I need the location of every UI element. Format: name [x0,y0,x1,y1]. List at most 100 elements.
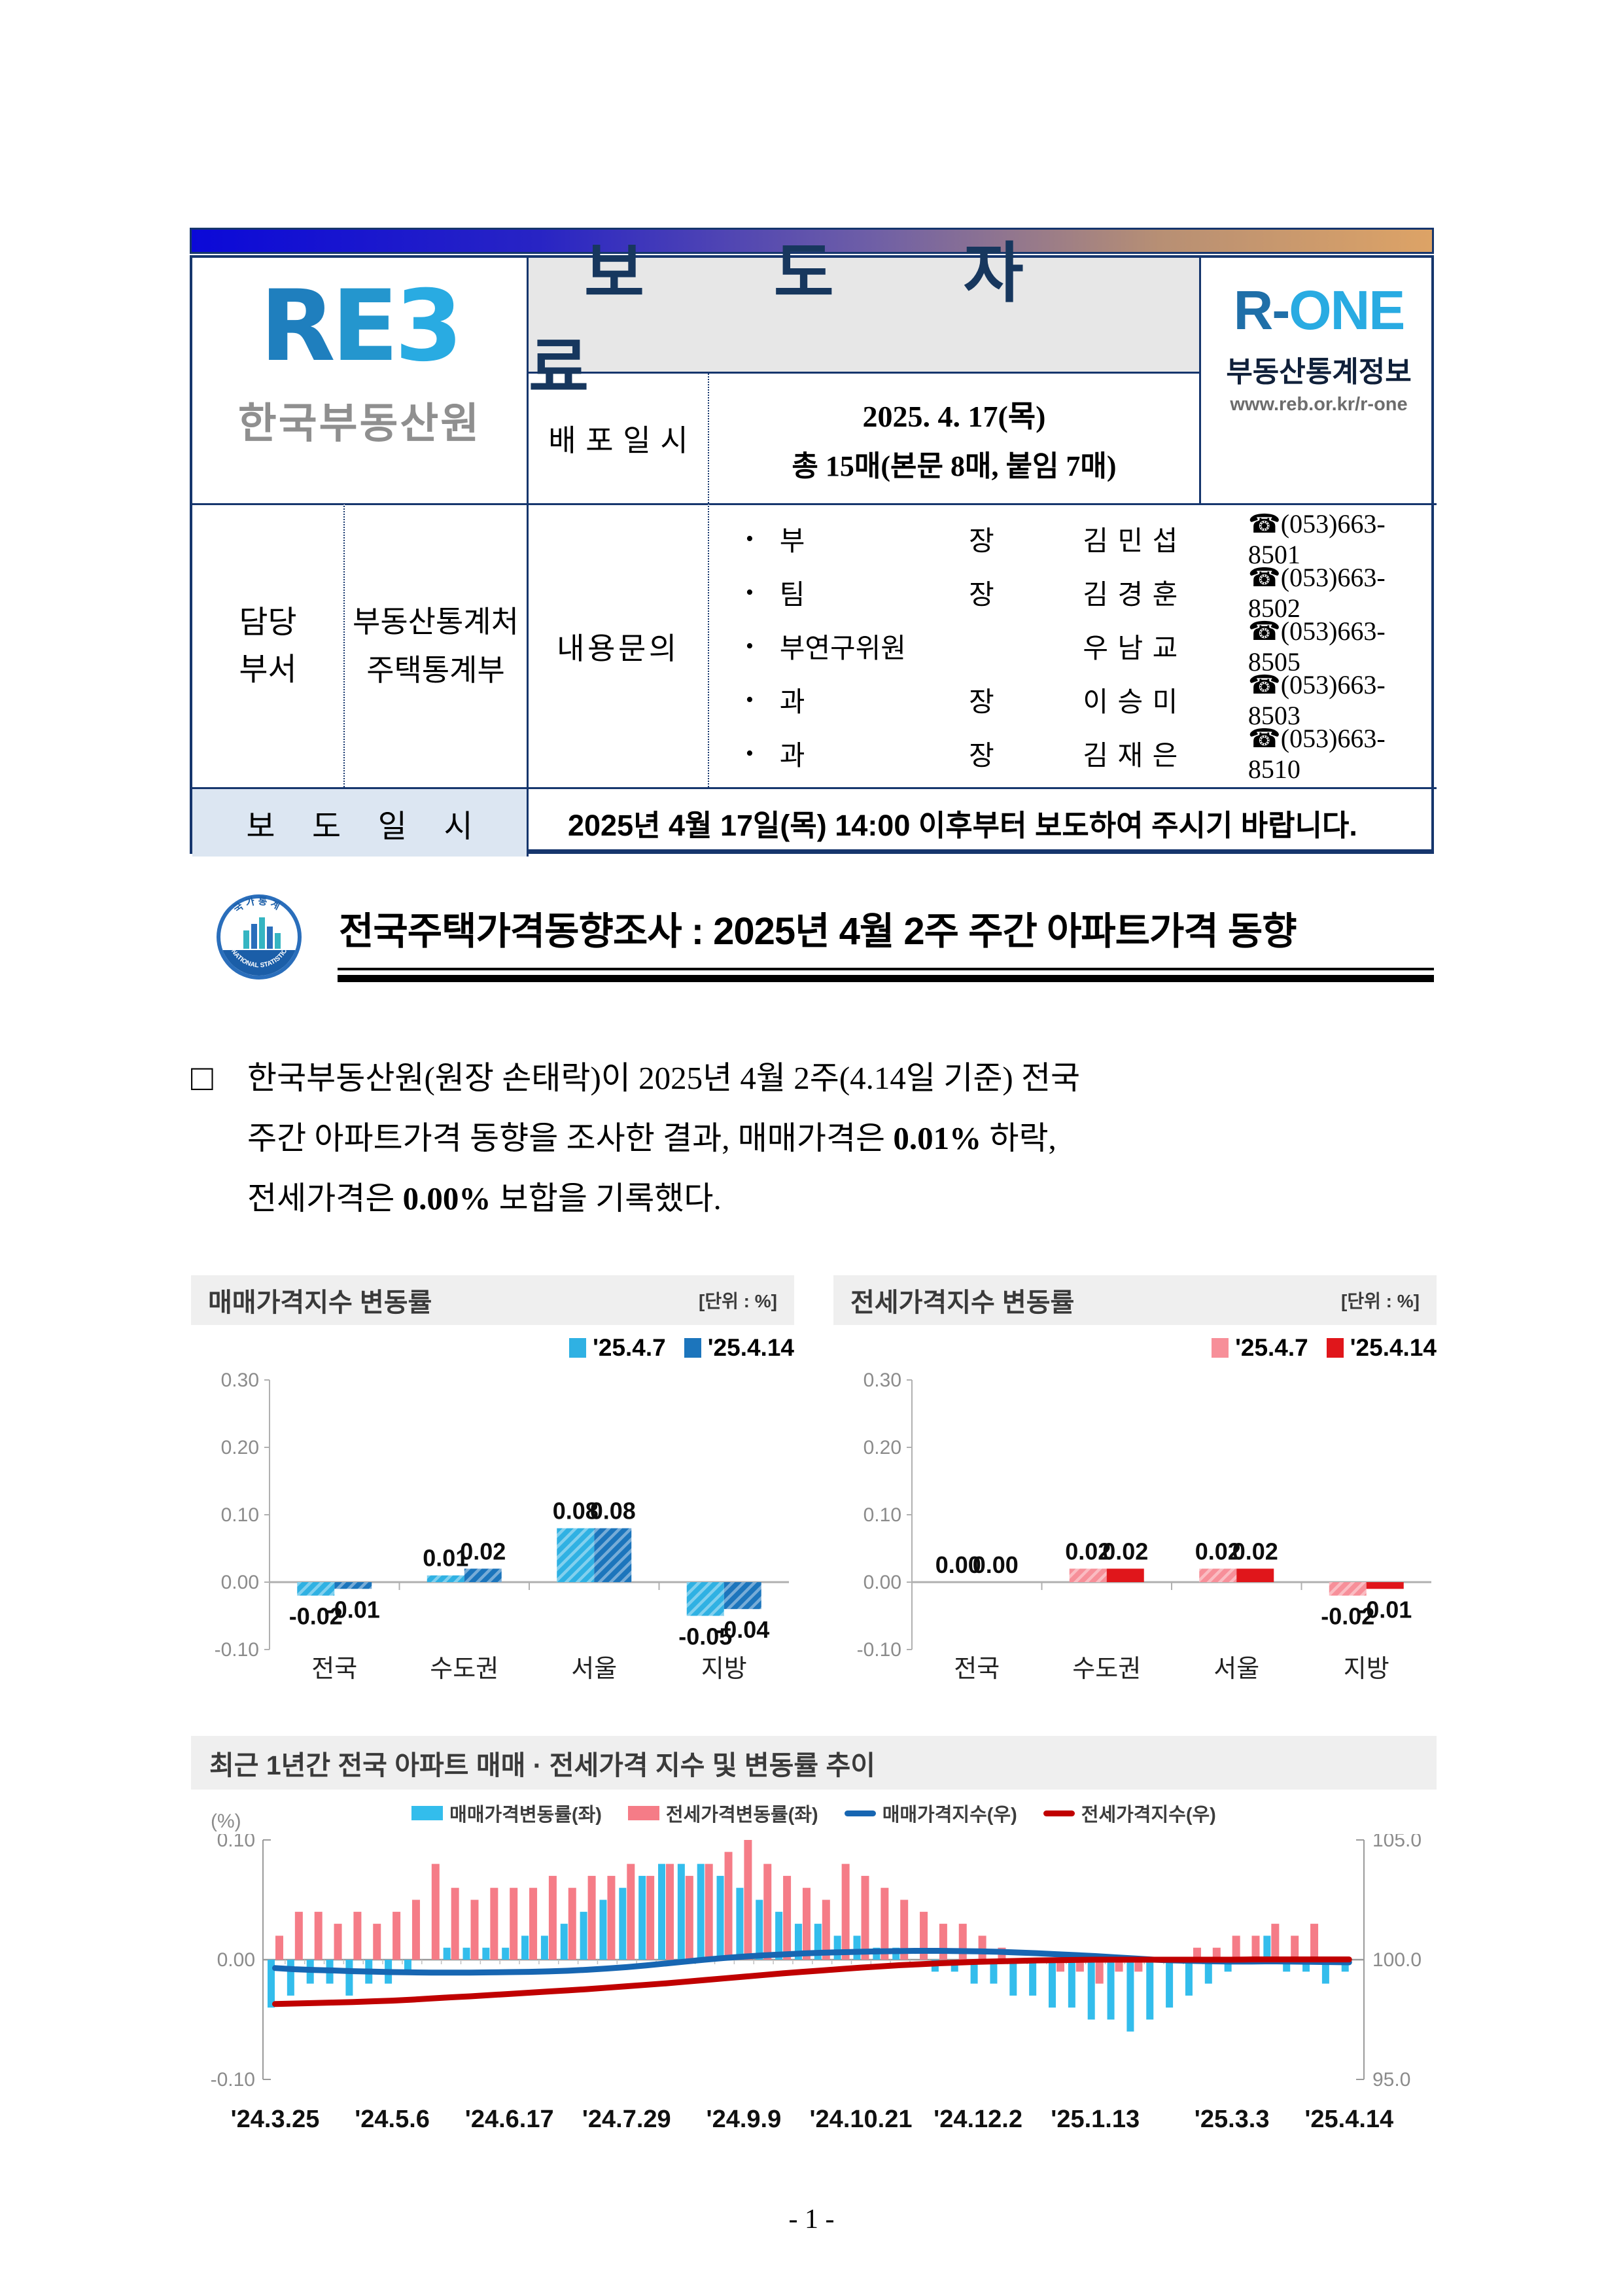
svg-text:지방: 지방 [701,1655,747,1683]
trend-chart-box: 최근 1년간 전국 아파트 매매 · 전세가격 지수 및 변동률 추이 (%) … [191,1736,1437,2138]
svg-text:95.0: 95.0 [1372,2069,1410,2091]
contact-row: • 부연구위원 우 남 교 ☎(053)663-8505 [746,616,1386,677]
legend-item: '25.4.14 [684,1334,794,1362]
press-release-title-cell: 보 도 자 료 [529,237,1199,405]
sale-price-chart-box: 매매가격지수 변동률 [단위 : %] '25.4.7 '25.4.14 0.30… [191,1275,794,1688]
embargo-label-cell: 보 도 일 시 [192,787,529,857]
svg-text:0.30: 0.30 [221,1369,259,1391]
body-paragraph: □ 한국부동산원(원장 손태락)이 2025년 4월 2주(4.14일 기준) … [191,1048,1440,1229]
svg-text:전국: 전국 [954,1655,1000,1683]
sale-chart-title: 매매가격지수 변동률 [208,1288,432,1317]
reb-logo: RE3 [260,270,462,383]
legend-item: 매매가격변동률(좌) [411,1799,602,1827]
svg-text:100.0: 100.0 [1372,1949,1422,1971]
svg-text:0.10: 0.10 [221,1504,259,1526]
release-date-label-cell: 배포일시 [529,374,709,503]
title-rule-thin [338,968,1434,970]
legend-item: 전세가격변동률(좌) [627,1799,818,1827]
svg-text:0.02: 0.02 [1195,1538,1241,1564]
reb-logo-cell: RE3 한국부동산원 [192,258,529,503]
svg-text:-0.10: -0.10 [215,1639,259,1661]
svg-text:0.02: 0.02 [1065,1538,1111,1564]
svg-text:0.01: 0.01 [423,1545,468,1572]
svg-text:'25.4.14: '25.4.14 [1304,2106,1393,2133]
svg-text:-0.04: -0.04 [716,1616,769,1643]
svg-text:'24.6.17: '24.6.17 [465,2106,554,2133]
national-statistics-emblem: 국 가 통 계 NATIONAL STATISTICS [217,894,302,980]
jeonse-chart-header: 전세가격지수 변동률 [단위 : %] [833,1275,1437,1325]
left-axis-unit: (%) [211,1810,241,1832]
svg-text:0.02: 0.02 [460,1538,506,1564]
release-date-cell: 2025. 4. 17(목) 총 15매(본문 8매, 붙임 7매) [709,374,1199,503]
legend-item: 매매가격지수(우) [844,1799,1017,1827]
dept-label-cell: 담당 부서 [192,503,345,787]
svg-text:0.10: 0.10 [217,1834,255,1851]
release-date: 2025. 4. 17(목) [862,400,1046,433]
svg-text:105.0: 105.0 [1372,1834,1422,1851]
legend-item: '25.4.7 [569,1334,666,1362]
r-one-logo: R-ONE [1233,279,1406,341]
reb-org-name: 한국부동산원 [237,400,481,447]
svg-text:0.08: 0.08 [590,1498,636,1525]
svg-text:0.10: 0.10 [864,1504,901,1526]
jeonse-chart-legend: '25.4.7 '25.4.14 [833,1329,1437,1367]
embargo-datetime: 2025년 4월 17일(목) 14:00 이후 [568,809,973,842]
sale-chart-legend: '25.4.7 '25.4.14 [191,1329,794,1367]
svg-text:0.08: 0.08 [553,1498,599,1525]
svg-text:'24.3.25: '24.3.25 [231,2106,320,2133]
jeonse-chart-title: 전세가격지수 변동률 [850,1288,1075,1317]
svg-text:수도권: 수도권 [430,1655,498,1683]
svg-text:0.30: 0.30 [864,1369,901,1391]
svg-text:서울: 서울 [571,1655,617,1683]
svg-text:수도권: 수도권 [1072,1655,1141,1683]
svg-text:-0.02: -0.02 [1321,1603,1374,1630]
trend-chart-title: 최근 1년간 전국 아파트 매매 · 전세가격 지수 및 변동률 추이 [209,1750,875,1780]
emblem-bars [243,917,281,949]
jeonse-chart-unit: [단위 : %] [1341,1291,1420,1311]
svg-text:0.00: 0.00 [221,1572,259,1593]
svg-text:-0.02: -0.02 [289,1603,343,1630]
svg-text:0.00: 0.00 [864,1572,901,1593]
top-gradient-bar [190,228,1434,254]
svg-text:'24.7.29: '24.7.29 [582,2106,671,2133]
trend-chart-canvas: 0.10 0.00 -0.10 105.0 100.0 95.0 '24.3.25 '24.5… [211,1829,1422,2133]
paragraph-bullet: □ [191,1058,213,1099]
press-release-title: 보 도 자 료 [529,237,1079,405]
inquiry-label-cell: 내용문의 [529,503,709,787]
svg-text:'24.10.21: '24.10.21 [810,2106,913,2133]
svg-text:'25.1.13: '25.1.13 [1051,2106,1140,2133]
sale-chart-header: 매매가격지수 변동률 [단위 : %] [191,1275,794,1325]
legend-item: '25.4.7 [1212,1334,1308,1362]
svg-text:-0.10: -0.10 [211,2069,255,2091]
svg-text:-0.10: -0.10 [857,1639,901,1661]
legend-item: 전세가격지수(우) [1043,1799,1216,1827]
sale-chart-canvas: 0.30 0.20 0.10 0.00 -0.10 전국 -0.02-0.01 수도권 0.01… [215,1369,789,1683]
svg-text:0.00: 0.00 [935,1551,981,1578]
svg-text:지방: 지방 [1344,1655,1389,1683]
title-rule-thick [338,975,1434,982]
svg-text:0.00: 0.00 [217,1949,255,1971]
svg-text:-0.01: -0.01 [326,1596,380,1623]
svg-text:-0.05: -0.05 [678,1623,732,1650]
svg-text:-0.01: -0.01 [1358,1596,1412,1623]
trend-chart-legend: (%) 매매가격변동률(좌) 전세가격변동률(좌) 매매가격지수(우) 전세가격지수(… [191,1792,1437,1834]
r-one-logo-cell: R-ONE 부동산통계정보 www.reb.or.kr/r-one [1199,258,1437,503]
svg-text:'24.9.9: '24.9.9 [707,2106,782,2133]
svg-text:0.20: 0.20 [221,1437,259,1458]
svg-text:0.02: 0.02 [1232,1538,1278,1564]
embargo-text-cell: 2025년 4월 17일(목) 14:00 이후부터 보도하여 주시기 바랍니다… [529,787,1437,857]
release-pages: 총 15매(본문 8매, 붙임 7매) [792,450,1117,482]
trend-chart-header: 최근 1년간 전국 아파트 매매 · 전세가격 지수 및 변동률 추이 [191,1736,1437,1790]
legend-item: '25.4.14 [1326,1334,1437,1362]
svg-text:0.20: 0.20 [864,1437,901,1458]
svg-text:서울: 서울 [1213,1655,1259,1683]
svg-text:'25.3.3: '25.3.3 [1195,2106,1270,2133]
svg-text:'24.5.6: '24.5.6 [355,2106,430,2133]
r-one-url: www.reb.or.kr/r-one [1230,394,1408,415]
